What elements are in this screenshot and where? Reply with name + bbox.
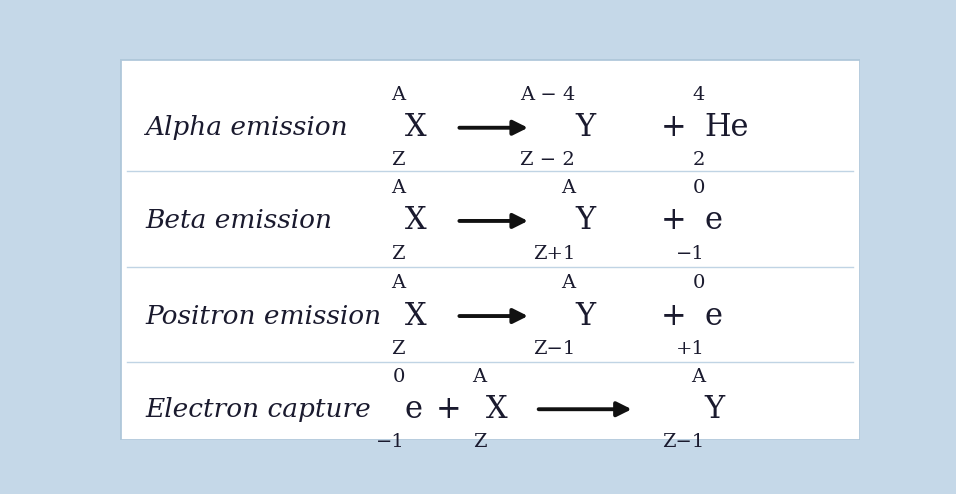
Text: Z − 2: Z − 2 <box>520 151 576 169</box>
Text: 0: 0 <box>692 275 705 292</box>
Text: +: + <box>661 112 686 143</box>
Text: −1: −1 <box>676 245 705 262</box>
Text: Z: Z <box>391 245 404 262</box>
Text: A: A <box>561 179 576 198</box>
Text: Positron emission: Positron emission <box>145 303 381 329</box>
Text: 0: 0 <box>692 179 705 198</box>
Text: X: X <box>404 206 426 237</box>
Text: Z: Z <box>473 433 487 451</box>
Text: +: + <box>661 206 686 237</box>
Text: A: A <box>690 368 705 386</box>
Text: +1: +1 <box>676 339 705 358</box>
Text: A: A <box>561 275 576 292</box>
Text: +: + <box>436 394 462 425</box>
Text: −1: −1 <box>376 433 404 451</box>
Text: Z+1: Z+1 <box>532 245 576 262</box>
Text: 2: 2 <box>692 151 705 169</box>
Text: e: e <box>705 206 723 237</box>
Text: X: X <box>404 300 426 331</box>
Text: Z−1: Z−1 <box>663 433 705 451</box>
Text: Y: Y <box>705 394 725 425</box>
Text: Beta emission: Beta emission <box>145 208 333 234</box>
Text: Electron capture: Electron capture <box>145 397 371 422</box>
Text: Y: Y <box>576 112 596 143</box>
Text: A − 4: A − 4 <box>520 86 576 104</box>
Text: A: A <box>391 86 404 104</box>
Text: A: A <box>472 368 487 386</box>
FancyBboxPatch shape <box>120 59 860 440</box>
Text: 4: 4 <box>692 86 705 104</box>
Text: e: e <box>404 394 423 425</box>
Text: e: e <box>705 300 723 331</box>
Text: X: X <box>487 394 508 425</box>
Text: Z: Z <box>391 151 404 169</box>
Text: Y: Y <box>576 300 596 331</box>
FancyBboxPatch shape <box>103 51 877 448</box>
Text: A: A <box>391 179 404 198</box>
Text: A: A <box>391 275 404 292</box>
Text: 0: 0 <box>392 368 404 386</box>
Text: Y: Y <box>576 206 596 237</box>
Text: X: X <box>404 112 426 143</box>
Text: +: + <box>661 300 686 331</box>
Text: Alpha emission: Alpha emission <box>145 115 348 140</box>
Text: Z: Z <box>391 339 404 358</box>
Text: He: He <box>705 112 750 143</box>
Text: Z−1: Z−1 <box>532 339 576 358</box>
